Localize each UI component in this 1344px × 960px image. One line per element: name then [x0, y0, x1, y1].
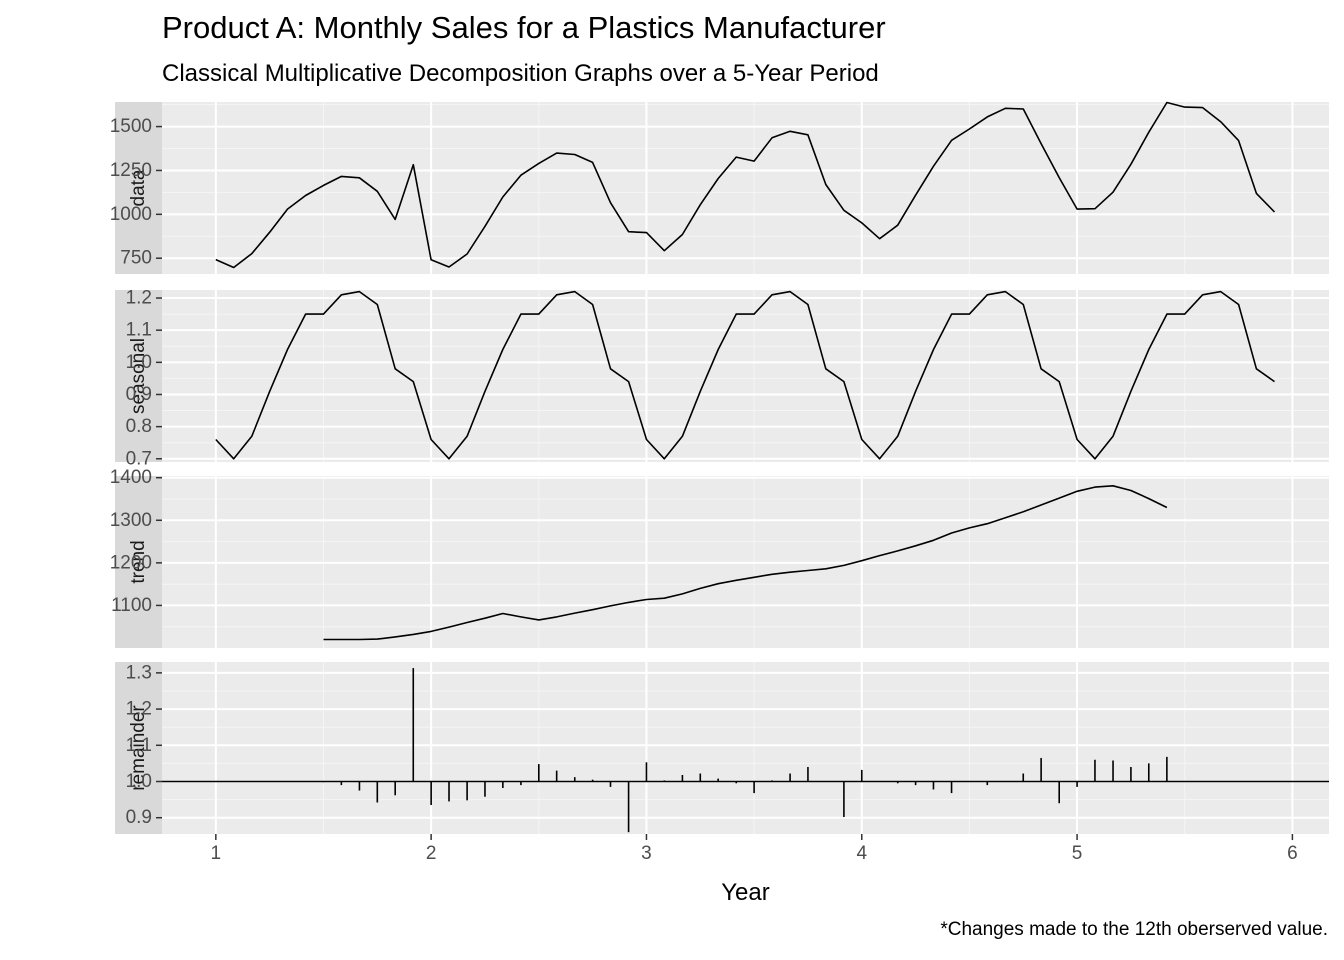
panel-background [162, 662, 1329, 834]
series-line-data [215, 101, 1276, 269]
panel-background [162, 102, 1329, 274]
strip-label-seasonal: seasonal [128, 338, 149, 414]
panel-background [162, 290, 1329, 462]
y-tick-label: 1100 [111, 595, 152, 616]
y-tick-label: 1.1 [126, 320, 152, 341]
chart-subtitle: Classical Multiplicative Decomposition G… [162, 60, 879, 87]
panel-data: data 750 1000 1250 1500 [110, 101, 1329, 274]
x-tick-label: 6 [1287, 843, 1298, 864]
x-tick-label: 2 [426, 843, 437, 864]
y-tick-label: 1.1 [126, 735, 152, 756]
chart-caption: *Changes made to the 12th oberserved val… [940, 919, 1328, 940]
y-tick-label: 1000 [110, 204, 152, 225]
y-tick-label: 0.9 [126, 807, 152, 828]
x-tick-label: 1 [211, 843, 222, 864]
panel-strip [115, 476, 162, 648]
x-tick-label: 5 [1072, 843, 1083, 864]
y-tick-label: 1.0 [126, 771, 152, 792]
x-tick-label: 4 [856, 843, 867, 864]
panel-trend: trend 1100 1200 1300 1400 [110, 467, 1329, 648]
y-tick-label: 1250 [110, 160, 152, 181]
y-tick-label: 1.0 [126, 352, 152, 373]
strip-label-remainder: remainder [128, 705, 149, 791]
y-tick-label: 1500 [110, 116, 152, 137]
series-line-seasonal [215, 290, 1275, 460]
y-tick-label: 0.9 [126, 384, 152, 405]
y-tick-label: 1.2 [126, 699, 152, 720]
panel-strip [115, 290, 162, 462]
panel-strip [115, 662, 162, 834]
panel-strip [115, 102, 162, 274]
strip-label-data: data [128, 169, 149, 206]
y-tick-label: 1400 [110, 467, 152, 488]
y-tick-label: 1.2 [126, 288, 152, 309]
series-line-trend [323, 484, 1168, 641]
chart-title: Product A: Monthly Sales for a Plastics … [162, 10, 886, 45]
strip-label-trend: trend [128, 540, 149, 583]
y-tick-label: 1200 [110, 552, 152, 573]
y-tick-label: 0.7 [126, 448, 152, 469]
y-tick-label: 1.3 [126, 662, 152, 683]
x-axis-title: Year [721, 879, 770, 906]
y-tick-label: 750 [120, 248, 152, 269]
panel-seasonal: seasonal 0.7 0.8 0.9 1.0 1.1 1.2 [115, 288, 1329, 469]
y-tick-label: 1300 [110, 510, 152, 531]
panel-remainder: remainder 0.9 1.0 1.1 1.2 1.3 [115, 662, 1329, 834]
y-tick-label: 0.8 [126, 416, 152, 437]
x-tick-label: 3 [641, 843, 652, 864]
